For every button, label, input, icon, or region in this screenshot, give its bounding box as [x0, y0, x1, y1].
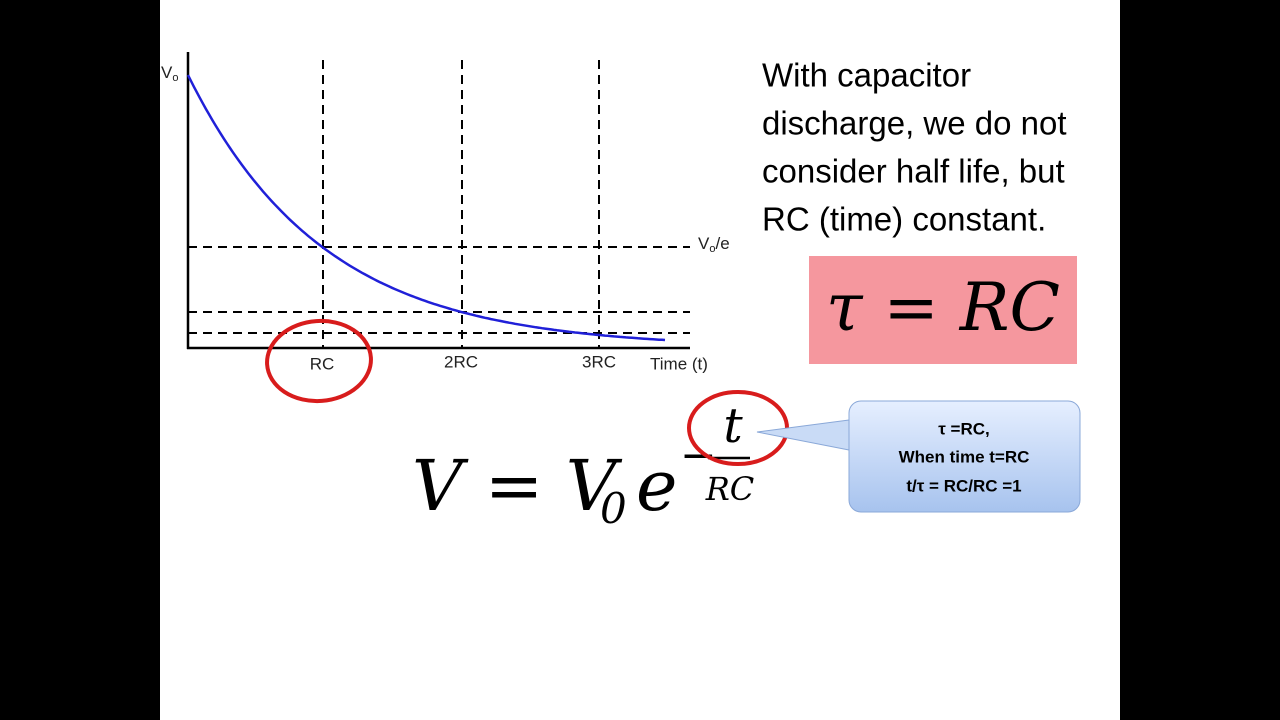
- text-line: discharge, we do not: [762, 105, 1067, 142]
- tau-box: [809, 256, 1077, 364]
- callout-line: When time t=RC: [899, 447, 1030, 466]
- text-line: consider half life, but: [762, 153, 1065, 190]
- x-label: 2RC: [444, 352, 478, 371]
- callout-box: [848, 400, 1081, 513]
- callout-line: t/τ = RC/RC =1: [906, 476, 1021, 495]
- x-label: 3RC: [582, 352, 616, 371]
- callout-line: τ =RC,: [938, 419, 990, 438]
- equation-base: e: [636, 445, 677, 527]
- y-top-label: Vo: [161, 63, 178, 83]
- equation-lhs: V = V: [412, 445, 623, 527]
- explanation: With capacitor discharge, we do not cons…: [762, 57, 1067, 238]
- equation-numerator: t: [723, 398, 743, 454]
- equation-denominator: RC: [705, 470, 755, 508]
- tau-formula: τ = RC: [826, 269, 1060, 346]
- text-line: With capacitor: [762, 57, 971, 94]
- equation-subscript: 0: [600, 484, 627, 533]
- equation-minus: −: [680, 430, 717, 481]
- text-line: RC (time) constant.: [762, 201, 1046, 238]
- x-axis-title: Time (t): [650, 354, 708, 373]
- equation: V = V 0 e − t RC: [412, 390, 789, 533]
- x-label: RC: [310, 354, 335, 373]
- highlight-circle: [265, 318, 373, 404]
- callout: τ =RC, When time t=RC t/τ = RC/RC =1: [756, 400, 1081, 513]
- decay-graph: Vo Vo/e RC 2RC 3RC Time (t): [161, 52, 730, 404]
- decay-curve: [186, 74, 666, 342]
- level-label: Vo/e: [698, 234, 730, 254]
